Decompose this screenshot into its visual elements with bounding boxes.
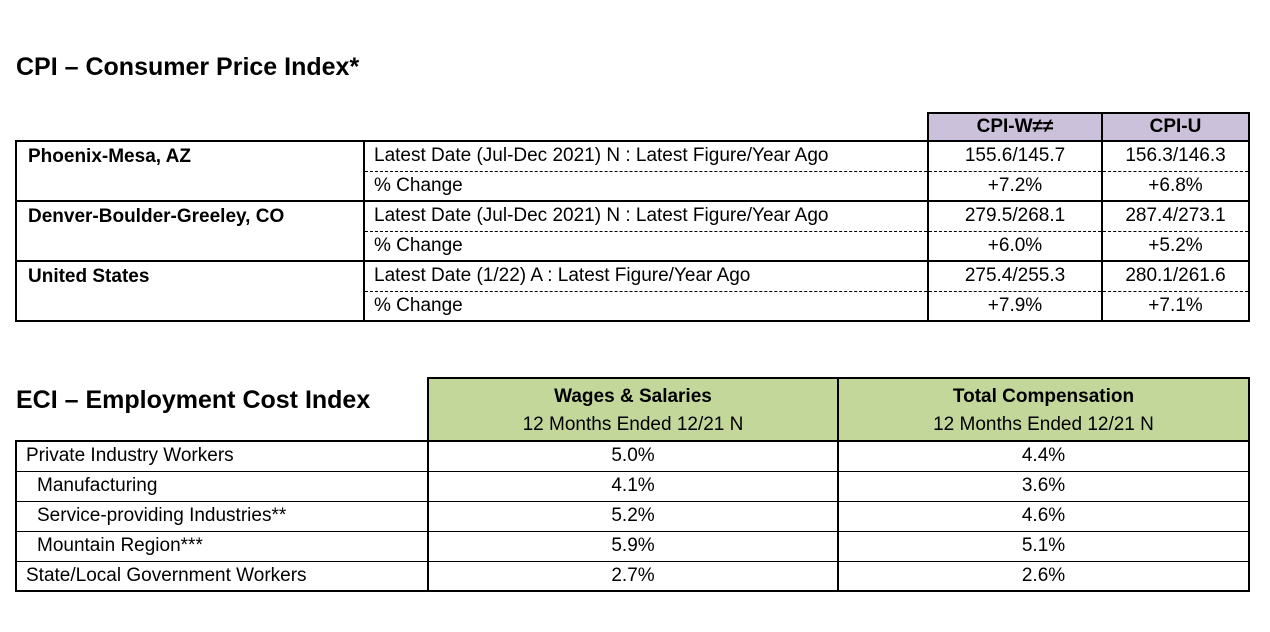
eci-header-total: Total Compensation 12 Months Ended 12/21… xyxy=(837,377,1250,442)
eci-total-value: 4.4% xyxy=(837,440,1250,472)
table-row: Phoenix-Mesa, AZ Latest Date (Jul-Dec 20… xyxy=(15,140,1250,202)
cpi-u-value: 287.4/273.1 xyxy=(1101,200,1250,232)
eci-total-value: 5.1% xyxy=(837,530,1250,562)
table-row: Mountain Region*** 5.9% 5.1% xyxy=(15,530,1250,562)
eci-header-wages-sub: 12 Months Ended 12/21 N xyxy=(522,414,744,435)
cpi-table: CPI-W≠≠ CPI-U Phoenix-Mesa, AZ Latest Da… xyxy=(15,112,1250,322)
eci-category-label: State/Local Government Workers xyxy=(15,560,429,592)
eci-section-title: ECI – Employment Cost Index xyxy=(16,386,371,414)
table-row: State/Local Government Workers 2.7% 2.6% xyxy=(15,560,1250,592)
eci-wages-value: 5.0% xyxy=(427,440,839,472)
eci-category-label: Service-providing Industries** xyxy=(15,500,429,532)
table-row: % Change +6.0% +5.2% xyxy=(16,230,1250,262)
cpi-region-phoenix: Phoenix-Mesa, AZ xyxy=(15,140,365,202)
cpi-w-value: +7.2% xyxy=(927,170,1103,202)
eci-wages-value: 4.1% xyxy=(427,470,839,502)
cpi-metric-label: % Change xyxy=(363,290,929,322)
cpi-section-title: CPI – Consumer Price Index* xyxy=(16,53,360,81)
eci-header-row: Wages & Salaries 12 Months Ended 12/21 N… xyxy=(16,377,1250,442)
cpi-metric-label: % Change xyxy=(363,170,929,202)
cpi-u-value: 280.1/261.6 xyxy=(1101,260,1250,292)
eci-wages-value: 2.7% xyxy=(427,560,839,592)
cpi-metric-label: Latest Date (1/22) A : Latest Figure/Yea… xyxy=(363,260,929,292)
eci-header-wages: Wages & Salaries 12 Months Ended 12/21 N xyxy=(427,377,839,442)
eci-category-label: Private Industry Workers xyxy=(15,440,429,472)
table-row: % Change +7.9% +7.1% xyxy=(16,290,1250,322)
eci-wages-value: 5.9% xyxy=(427,530,839,562)
cpi-metric-label: Latest Date (Jul-Dec 2021) N : Latest Fi… xyxy=(363,200,929,232)
eci-header-total-sub: 12 Months Ended 12/21 N xyxy=(933,414,1154,435)
eci-header-wages-title: Wages & Salaries xyxy=(554,386,712,407)
cpi-w-value: 279.5/268.1 xyxy=(927,200,1103,232)
eci-total-value: 4.6% xyxy=(837,500,1250,532)
eci-category-label: Mountain Region*** xyxy=(15,530,429,562)
cpi-region-us: United States xyxy=(15,260,365,322)
cpi-region-denver: Denver-Boulder-Greeley, CO xyxy=(15,200,365,262)
cpi-u-value: +6.8% xyxy=(1101,170,1250,202)
cpi-header-spacer xyxy=(16,113,928,141)
eci-category-label: Manufacturing xyxy=(15,470,429,502)
eci-total-value: 3.6% xyxy=(837,470,1250,502)
eci-table: Wages & Salaries 12 Months Ended 12/21 N… xyxy=(15,377,1250,592)
table-row: Manufacturing 4.1% 3.6% xyxy=(15,470,1250,502)
cpi-metric-label: Latest Date (Jul-Dec 2021) N : Latest Fi… xyxy=(363,140,929,172)
eci-header-total-title: Total Compensation xyxy=(952,386,1135,407)
cpi-u-value: +7.1% xyxy=(1101,290,1250,322)
eci-total-value: 2.6% xyxy=(837,560,1250,592)
eci-wages-value: 5.2% xyxy=(427,500,839,532)
table-row: United States Latest Date (1/22) A : Lat… xyxy=(15,260,1250,322)
cpi-w-value: 275.4/255.3 xyxy=(927,260,1103,292)
cpi-header-cpi-w: CPI-W≠≠ xyxy=(927,112,1103,142)
table-row: Denver-Boulder-Greeley, CO Latest Date (… xyxy=(15,200,1250,262)
cpi-w-value: +7.9% xyxy=(927,290,1103,322)
cpi-w-value: +6.0% xyxy=(927,230,1103,262)
cpi-metric-label: % Change xyxy=(363,230,929,262)
eci-header-spacer xyxy=(16,378,428,441)
cpi-header-cpi-u: CPI-U xyxy=(1101,112,1250,142)
table-row: % Change +7.2% +6.8% xyxy=(16,170,1250,202)
table-row: Service-providing Industries** 5.2% 4.6% xyxy=(15,500,1250,532)
table-row: Private Industry Workers 5.0% 4.4% xyxy=(15,440,1250,472)
cpi-w-value: 155.6/145.7 xyxy=(927,140,1103,172)
cpi-u-value: +5.2% xyxy=(1101,230,1250,262)
cpi-header-row: CPI-W≠≠ CPI-U xyxy=(16,112,1250,142)
cpi-u-value: 156.3/146.3 xyxy=(1101,140,1250,172)
